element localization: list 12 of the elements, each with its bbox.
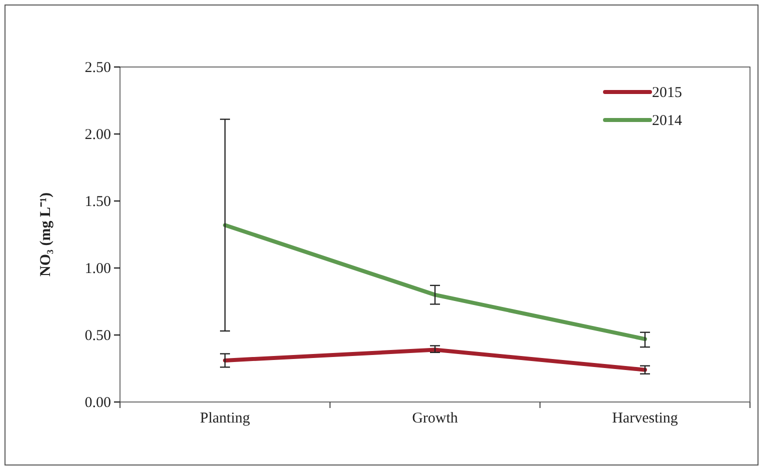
y-tick-label: 2.50: [84, 60, 111, 76]
x-tick-label: Planting: [200, 410, 250, 427]
y-tick-label: 1.50: [84, 194, 111, 210]
x-tick-label: Growth: [412, 410, 458, 427]
y-axis-title: NO₃ (mg L⁻¹): [38, 192, 54, 276]
y-tick-label: 2.00: [84, 126, 111, 143]
legend-label: 2014: [652, 113, 682, 129]
x-tick-label: Harvesting: [612, 410, 678, 427]
y-tick-label: 0.50: [84, 328, 111, 344]
legend-label: 2015: [652, 85, 682, 101]
y-tick-label: 0.00: [84, 394, 111, 411]
y-tick-label: 1.00: [84, 260, 111, 277]
